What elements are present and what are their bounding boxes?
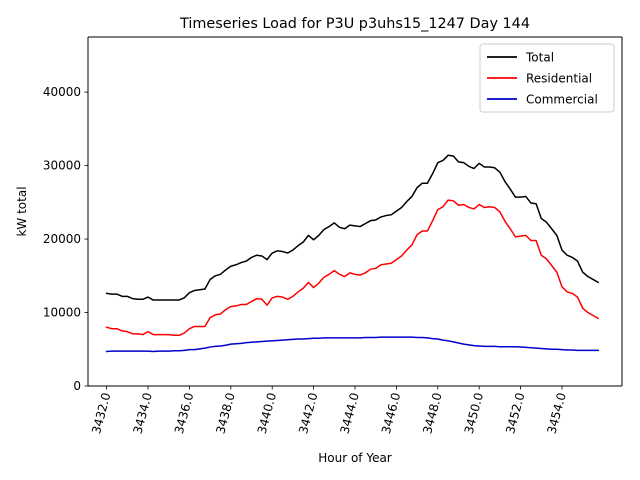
x-tick-label: 3446.0 [379, 391, 403, 435]
y-tick-label: 0 [73, 379, 81, 393]
x-tick-label: 3452.0 [503, 391, 527, 435]
legend-box [479, 43, 615, 113]
legend-label-residential: Residential [526, 72, 592, 86]
x-tick-label: 3436.0 [172, 391, 196, 435]
x-tick-label: 3440.0 [255, 391, 279, 435]
legend-label-commercial: Commercial [526, 93, 598, 107]
y-tick-label: 10000 [43, 306, 81, 320]
y-axis-label: kW total [15, 186, 29, 236]
y-tick-label: 20000 [43, 232, 81, 246]
series-line-total [105, 154, 600, 301]
legend-label-total: Total [525, 51, 554, 65]
y-tick-label: 40000 [43, 85, 81, 99]
x-tick-label: 3432.0 [89, 391, 113, 435]
x-axis-label: Hour of Year [318, 451, 392, 465]
x-tick-label: 3444.0 [338, 391, 362, 435]
x-tick-label: 3434.0 [131, 391, 155, 435]
y-tick-label: 30000 [43, 159, 81, 173]
x-axis-ticks: 3432.0 3434.0 3436.0 3438.0 3440.0 3442.0 3444… [89, 386, 569, 435]
x-tick-label: 3448.0 [420, 391, 444, 435]
x-tick-label: 3450.0 [462, 391, 486, 435]
series-layer [105, 154, 600, 353]
series-line-residential [105, 199, 600, 337]
chart-title: Timeseries Load for P3U p3uhs15_1247 Day… [179, 16, 530, 32]
x-tick-label: 3454.0 [544, 391, 568, 435]
x-tick-label: 3438.0 [213, 391, 237, 435]
legend: Total Residential Commercial [479, 43, 615, 113]
x-tick-label: 3442.0 [296, 391, 320, 435]
series-line-commercial [105, 336, 599, 353]
y-axis-ticks: 0 10000 20000 30000 40000 [43, 85, 88, 393]
